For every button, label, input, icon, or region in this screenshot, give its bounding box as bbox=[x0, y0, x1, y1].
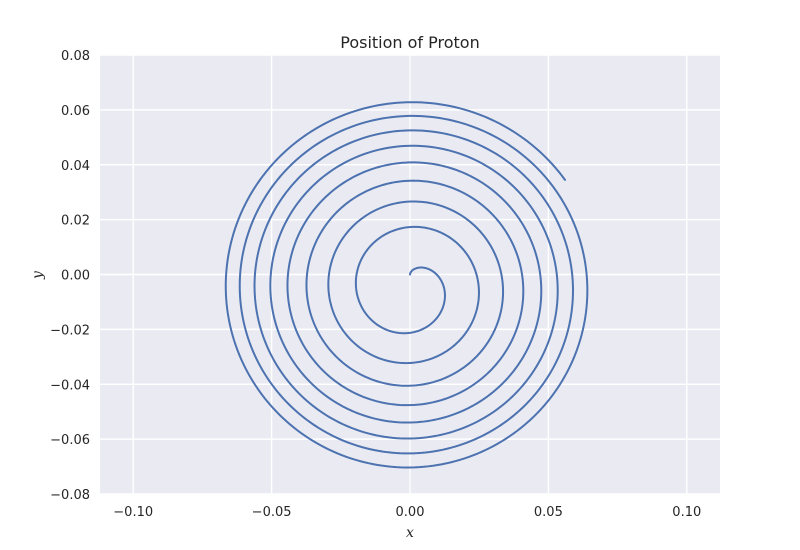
chart-title: Position of Proton bbox=[340, 33, 479, 52]
y-tick-label: 0.06 bbox=[61, 104, 90, 119]
y-tick-label: 0.08 bbox=[61, 49, 90, 64]
x-tick-label: −0.05 bbox=[252, 505, 292, 520]
y-tick-label: −0.02 bbox=[50, 323, 90, 338]
y-tick-label: 0.02 bbox=[61, 214, 90, 229]
y-axis-label: y bbox=[30, 270, 46, 280]
y-tick-label: −0.08 bbox=[50, 488, 90, 503]
x-tick-label: −0.10 bbox=[113, 505, 153, 520]
y-tick-label: −0.06 bbox=[50, 433, 90, 448]
x-tick-label: 0.00 bbox=[396, 505, 425, 520]
y-tick-label: −0.04 bbox=[50, 378, 90, 393]
x-axis-label: x bbox=[406, 525, 414, 541]
y-tick-labels: −0.08 −0.06 −0.04 −0.02 0.00 0.02 0.04 0.06 0.08 bbox=[50, 49, 90, 503]
x-tick-label: 0.05 bbox=[534, 505, 563, 520]
proton-trajectory-line bbox=[224, 101, 589, 469]
y-tick-label: 0.00 bbox=[61, 269, 90, 284]
x-tick-labels: −0.10 −0.05 0.00 0.05 0.10 bbox=[113, 505, 701, 520]
y-tick-label: 0.04 bbox=[61, 159, 90, 174]
x-tick-label: 0.10 bbox=[672, 505, 701, 520]
